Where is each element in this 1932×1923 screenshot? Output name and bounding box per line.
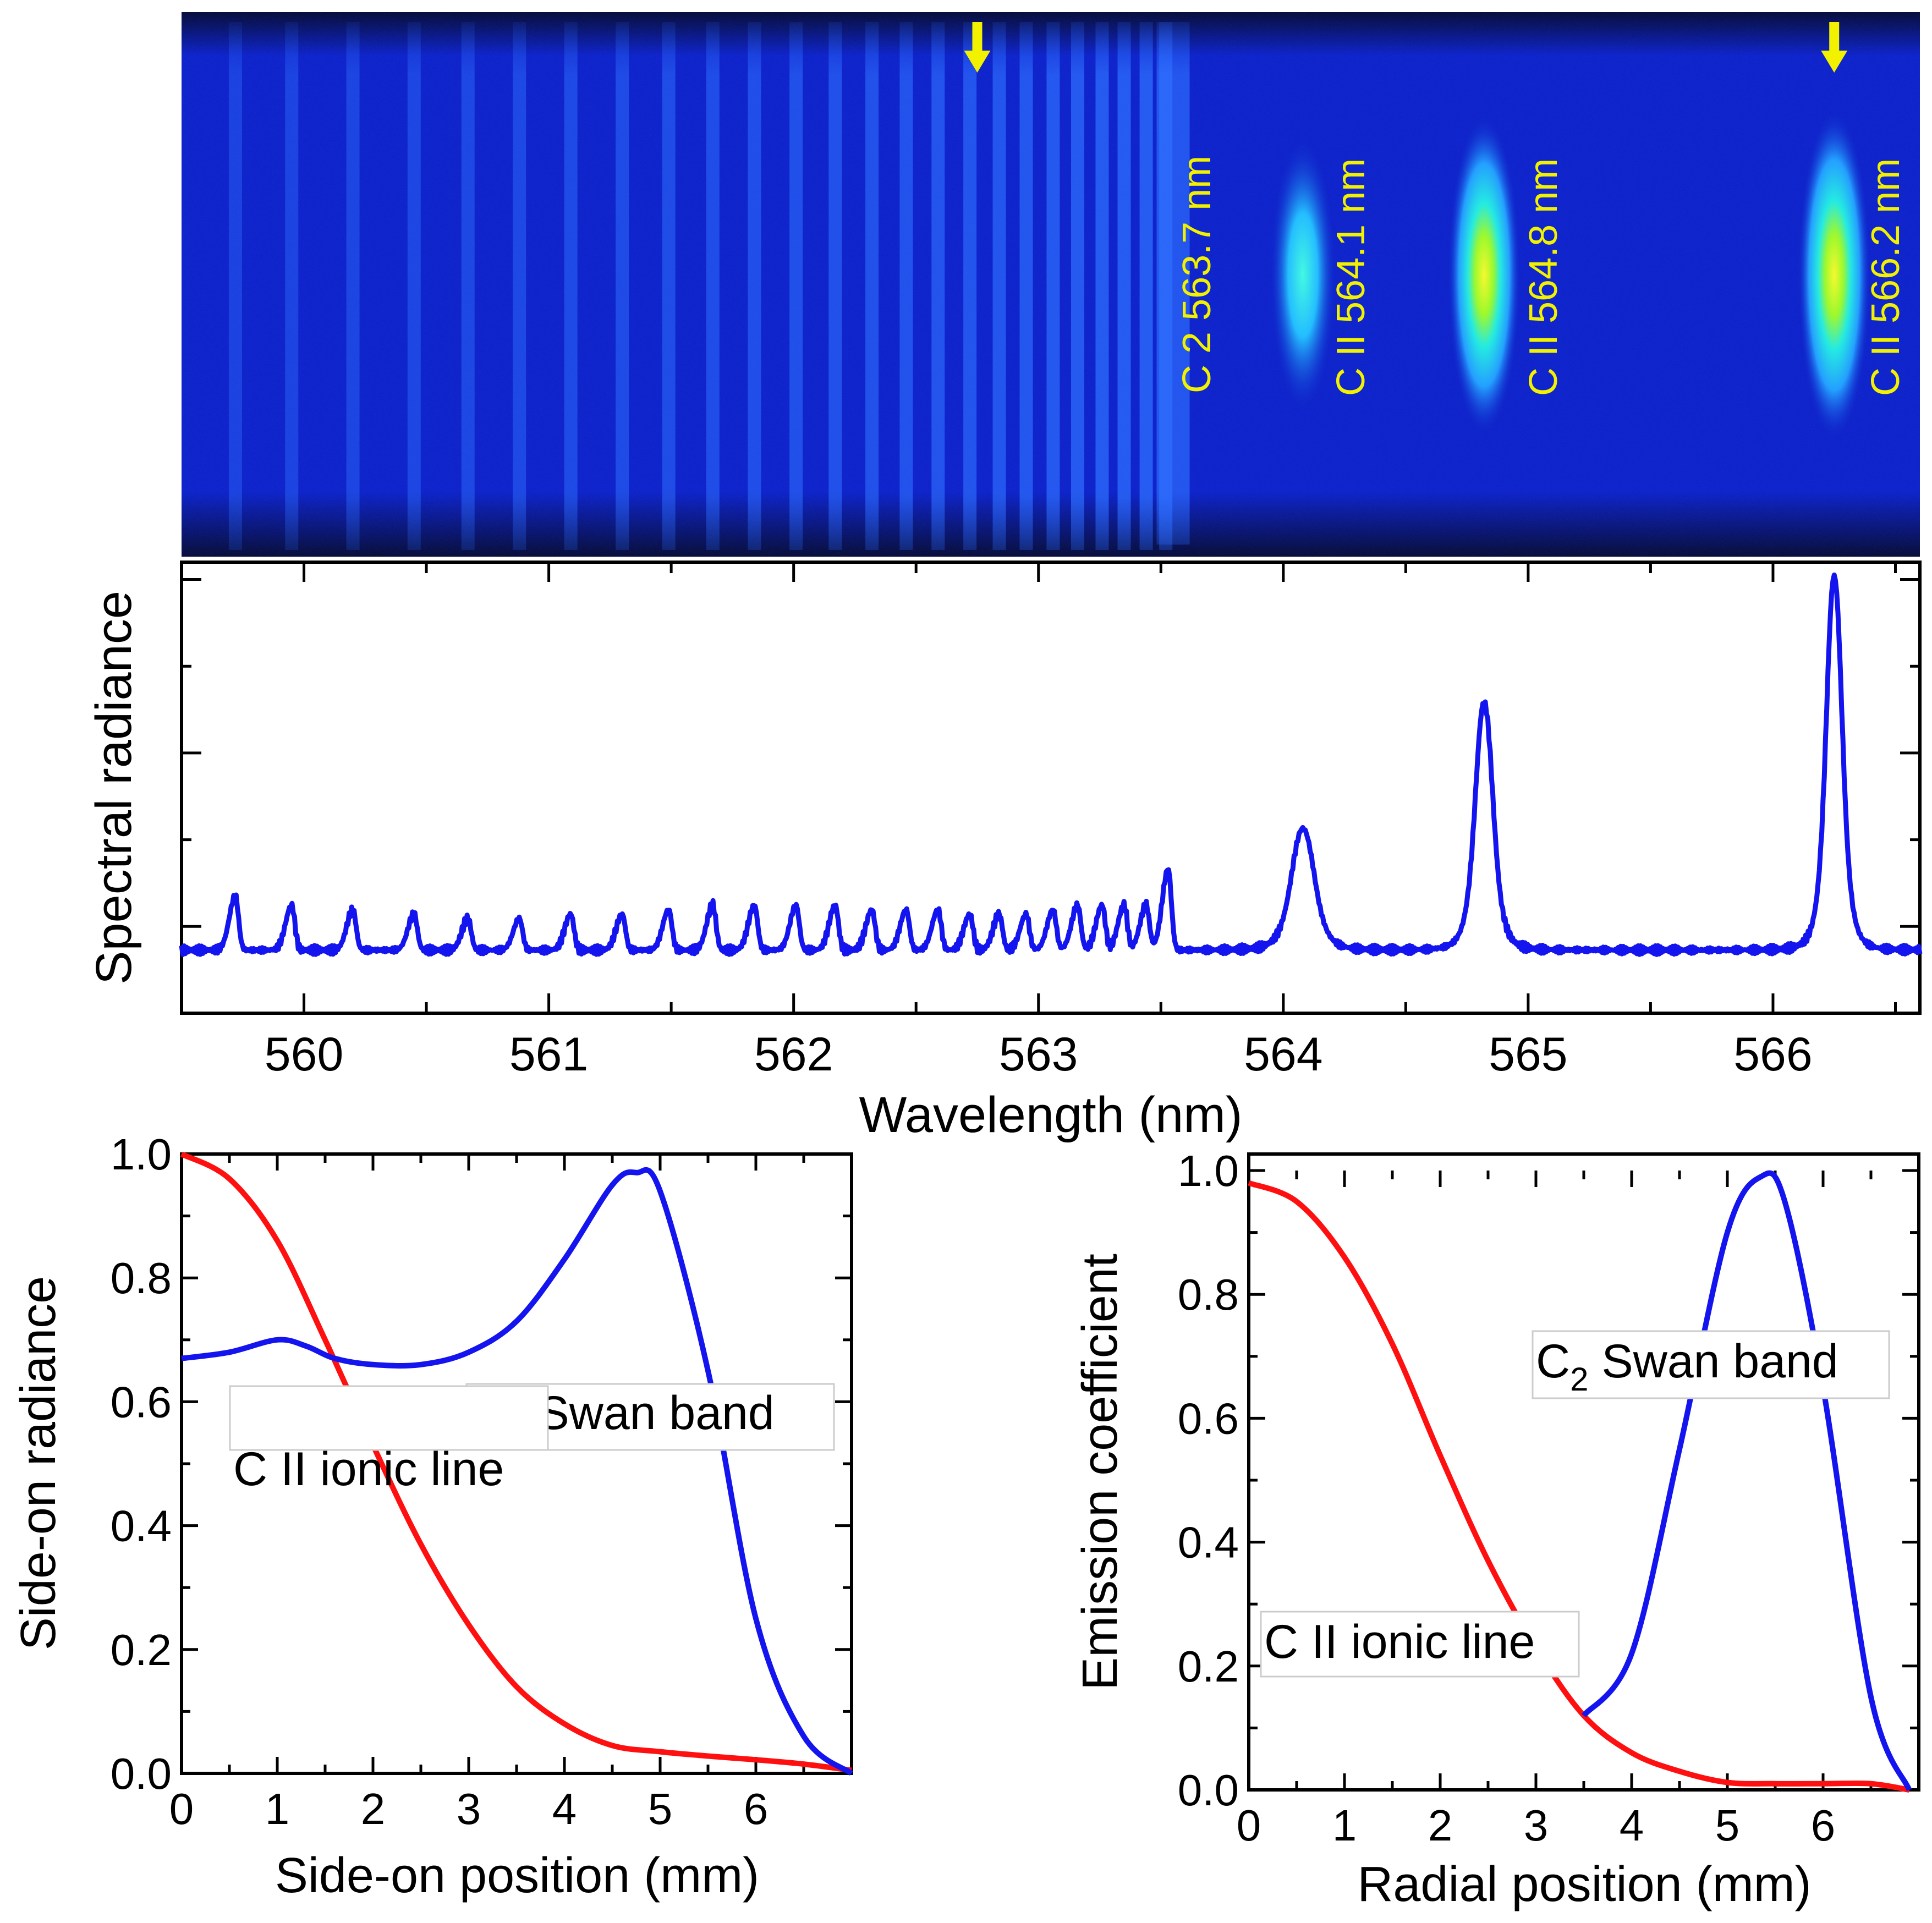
y-tick-label: 1.0 xyxy=(111,1130,172,1179)
legend-box xyxy=(229,1385,549,1451)
x-tick-label: 0 xyxy=(1237,1801,1261,1850)
line-label: C II 564.8 nm xyxy=(1522,158,1566,396)
arrow-down-icon xyxy=(964,22,991,73)
line-label: C 2 563.7 nm xyxy=(1175,156,1219,393)
spectrum-xlabel: Wavelength (nm) xyxy=(859,1087,1242,1143)
spectrum-ticks: 560 561 562 563 564 565 566 xyxy=(180,562,1920,1081)
x-tick-label: 562 xyxy=(754,1028,833,1081)
y-tick-label: 0.2 xyxy=(1178,1642,1239,1691)
side-on-cii-curve xyxy=(180,1151,852,1773)
side-on-ticks: 0 1 2 3 4 5 6 0.0 0.2 0.4 0.6 0.8 1.0 xyxy=(111,1130,852,1833)
spectral-image: C 2 563.7 nm C II 564.1 nm C II 564.8 nm C … xyxy=(182,12,1920,557)
side-on-cii-legend: C II ionic line xyxy=(229,1385,549,1496)
radial-ticks: 0 1 2 3 4 5 6 0.0 0.2 0.4 0.6 0.8 1.0 xyxy=(1178,1146,1919,1850)
legend-text: C II ionic line xyxy=(233,1443,504,1496)
y-tick-label: 0.0 xyxy=(1178,1766,1239,1815)
radial-cii-legend: C II ionic line xyxy=(1260,1611,1580,1678)
y-tick-label: 0.6 xyxy=(1178,1394,1239,1443)
line-labels: C 2 563.7 nm C II 564.1 nm C II 564.8 nm C … xyxy=(1175,156,1908,396)
spectrum-frame xyxy=(180,561,1922,1015)
x-tick-label: 563 xyxy=(999,1028,1078,1081)
radial-frame xyxy=(1247,1152,1920,1792)
y-tick-label: 0.2 xyxy=(111,1625,172,1674)
x-tick-label: 566 xyxy=(1733,1028,1813,1081)
legend-box xyxy=(1260,1611,1580,1678)
arrows xyxy=(964,22,1848,73)
line-label: C II 564.1 nm xyxy=(1329,158,1373,396)
x-tick-label: 0 xyxy=(169,1784,194,1833)
x-tick-label: 5 xyxy=(648,1784,673,1833)
spectral-image-grain xyxy=(182,12,1920,557)
spectrum-ylabel: Spectral radiance xyxy=(86,591,142,985)
x-tick-label: 560 xyxy=(265,1028,344,1081)
y-tick-label: 0.8 xyxy=(1178,1270,1239,1319)
legend-text: C II ionic line xyxy=(1264,1616,1535,1668)
x-tick-label: 3 xyxy=(457,1784,481,1833)
y-tick-label: 0.0 xyxy=(111,1749,172,1798)
line-label: C II 566.2 nm xyxy=(1864,158,1908,396)
radial-panel: 0 1 2 3 4 5 6 0.0 0.2 0.4 0.6 0.8 1.0 C2 Swan band C… xyxy=(1073,1146,1920,1912)
x-tick-label: 4 xyxy=(552,1784,577,1833)
arrow-down-icon xyxy=(1821,22,1848,73)
y-tick-label: 0.6 xyxy=(111,1377,172,1426)
legend-box xyxy=(1532,1330,1890,1399)
y-tick-label: 1.0 xyxy=(1178,1146,1239,1195)
radial-xlabel: Radial position (mm) xyxy=(1357,1857,1811,1912)
radial-c2-curve xyxy=(1582,1170,1912,1792)
radial-ylabel: Emission coefficient xyxy=(1073,1254,1128,1690)
side-on-ylabel: Side-on radiance xyxy=(11,1276,66,1650)
legend-text: C2 Swan band xyxy=(1536,1335,1838,1398)
x-tick-label: 2 xyxy=(361,1784,386,1833)
y-tick-label: 0.4 xyxy=(1178,1518,1239,1567)
side-on-xlabel: Side-on position (mm) xyxy=(275,1848,759,1903)
x-tick-label: 561 xyxy=(509,1028,589,1081)
x-tick-label: 5 xyxy=(1715,1801,1740,1850)
spectrum-panel: 560 561 562 563 564 565 566 Spectral radiance … xyxy=(86,561,1923,1143)
spectrum-trace xyxy=(179,572,1923,957)
side-on-c2-curve xyxy=(181,1167,854,1776)
x-tick-label: 4 xyxy=(1620,1801,1644,1850)
x-tick-label: 565 xyxy=(1489,1028,1568,1081)
y-tick-label: 0.4 xyxy=(111,1502,172,1551)
x-tick-label: 1 xyxy=(265,1784,290,1833)
x-tick-label: 1 xyxy=(1332,1801,1357,1850)
radial-c2-legend: C2 Swan band xyxy=(1532,1330,1890,1399)
radial-cii-curve xyxy=(1248,1180,1910,1793)
x-tick-label: 2 xyxy=(1428,1801,1453,1850)
x-tick-label: 564 xyxy=(1244,1028,1323,1081)
x-tick-label: 6 xyxy=(1811,1801,1836,1850)
x-tick-label: 6 xyxy=(744,1784,769,1833)
x-tick-label: 3 xyxy=(1524,1801,1549,1850)
y-tick-label: 0.8 xyxy=(111,1254,172,1303)
